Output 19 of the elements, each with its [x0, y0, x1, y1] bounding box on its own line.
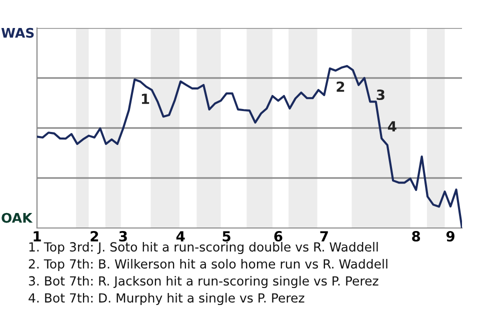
- x-tick-label: 8: [412, 231, 420, 242]
- text: WAS: [1, 28, 34, 38]
- annotation: 4: [388, 121, 396, 132]
- annotation: 3: [376, 90, 384, 100]
- x-tick-label: 2: [90, 231, 98, 242]
- x-tick-label: 9: [446, 231, 454, 242]
- x-tick-label: 4: [176, 231, 185, 242]
- x-tick-label: 3: [119, 231, 127, 242]
- text: 3. Bot 7th: R. Jackson hit a run-scoring single vs P. Perez: [28, 276, 378, 288]
- x-tick-label: 6: [274, 231, 282, 242]
- annotation: 1: [142, 94, 150, 104]
- text: 1. Top 3rd: J. Soto hit a run-scoring double vs R. Waddell: [29, 242, 378, 254]
- x-tick-label: 1: [34, 231, 41, 242]
- annotation: 2: [336, 81, 344, 92]
- text: 4. Bot 7th: D. Murphy hit a single vs P. Perez: [28, 292, 304, 306]
- text: OAK: [2, 212, 33, 223]
- x-tick-label: 7: [320, 231, 328, 242]
- x-tick-label: 5: [222, 231, 230, 242]
- text: 2. Top 7th: B. Wilkerson hit a solo home run vs R. Waddell: [28, 258, 388, 272]
